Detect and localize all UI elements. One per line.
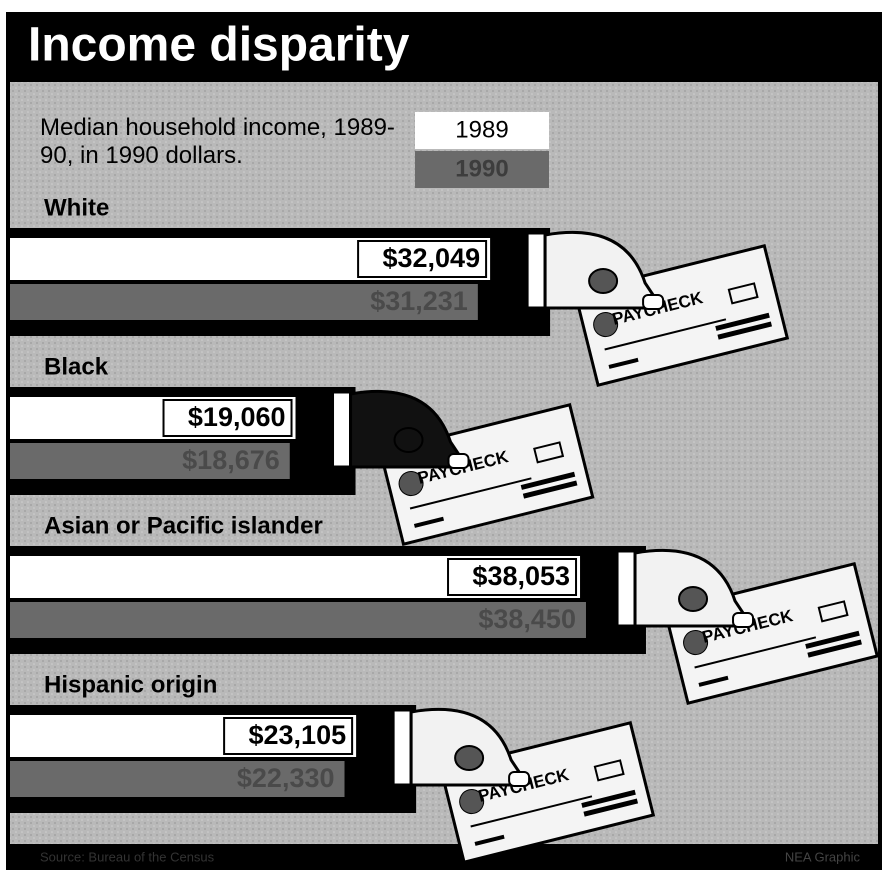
fingertip	[509, 772, 529, 786]
fingertip	[449, 454, 469, 468]
fingertip	[733, 613, 753, 627]
thumb	[395, 428, 423, 452]
legend-label: 1989	[455, 116, 508, 143]
value-label: $23,105	[249, 720, 347, 750]
value-label: $32,049	[382, 243, 480, 273]
chart-subtitle: Median household income, 1989-90, in 199…	[40, 114, 400, 170]
source: Source: Bureau of the Census	[40, 849, 215, 864]
thumb	[589, 269, 617, 293]
value-label: $31,231	[370, 286, 468, 316]
value-label: $38,053	[472, 561, 570, 591]
credit: NEA Graphic	[785, 849, 861, 864]
legend-label: 1990	[455, 155, 508, 182]
value-label: $38,450	[478, 604, 576, 634]
value-label: $22,330	[237, 763, 335, 793]
category-label: White	[44, 194, 109, 221]
category-label: Hispanic origin	[44, 671, 217, 698]
fingertip	[643, 295, 663, 309]
category-label: Asian or Pacific islander	[44, 512, 323, 539]
subtitle-box: Median household income, 1989-90, in 199…	[40, 114, 400, 178]
value-label: $18,676	[182, 445, 280, 475]
cuff	[617, 551, 635, 626]
chart-title: Income disparity	[28, 19, 410, 72]
category-label: Black	[44, 353, 109, 380]
thumb	[679, 587, 707, 611]
cuff	[333, 392, 351, 467]
thumb	[455, 746, 483, 770]
value-label: $19,060	[188, 402, 286, 432]
cuff	[527, 233, 545, 308]
cuff	[393, 710, 411, 785]
chart: Income disparity Median household income…	[0, 0, 887, 873]
